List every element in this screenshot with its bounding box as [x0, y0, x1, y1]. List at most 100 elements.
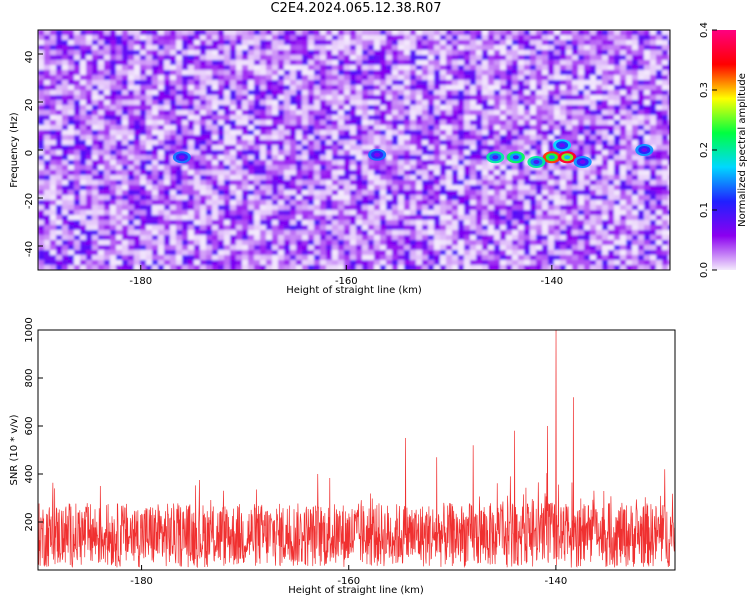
spectrogram-cell	[116, 265, 123, 270]
spectrogram-cell	[260, 225, 267, 231]
spectrogram-cell	[470, 100, 477, 106]
spectrogram-cell	[518, 115, 525, 121]
spectrogram-cell	[80, 105, 87, 111]
spectrogram-cell	[56, 95, 63, 101]
spectrogram-cell	[212, 155, 219, 161]
spectrogram-cell	[146, 250, 153, 256]
spectrogram-cell	[572, 230, 579, 236]
spectrogram-cell	[296, 200, 303, 206]
spectrogram-cell	[458, 85, 465, 91]
spectrogram-cell	[632, 90, 639, 96]
spectrogram-cell	[104, 240, 111, 246]
spectrogram-cell	[44, 40, 51, 46]
spectrogram-cell	[38, 200, 45, 206]
spectrogram-cell	[464, 195, 471, 201]
spectrogram-cell	[416, 40, 423, 46]
spectrogram-cell	[158, 230, 165, 236]
spectrogram-cell	[308, 80, 315, 86]
spectrogram-cell	[50, 185, 57, 191]
spectrogram-cell	[170, 80, 177, 86]
spectrogram-cell	[620, 125, 627, 131]
spectrogram-cell	[320, 175, 327, 181]
spectrogram-cell	[44, 160, 51, 166]
spectrogram-cell	[176, 125, 183, 131]
spectrogram-cell	[80, 195, 87, 201]
spectrogram-cell	[620, 190, 627, 196]
spectrogram-cell	[476, 175, 483, 181]
spectrogram-cell	[542, 145, 549, 151]
spectrogram-cell	[524, 215, 531, 221]
spectrogram-cell	[218, 180, 225, 186]
spectrogram-cell	[488, 230, 495, 236]
spectrogram-cell	[440, 120, 447, 126]
spectrogram-cell	[500, 135, 507, 141]
spectrogram-cell	[176, 145, 183, 151]
spectrogram-cell	[512, 210, 519, 216]
spectrogram-cell	[176, 50, 183, 56]
spectrogram-cell	[488, 125, 495, 131]
spectrogram-cell	[506, 80, 513, 86]
spectrogram-cell	[506, 60, 513, 66]
spectrogram-cell	[356, 30, 363, 36]
spectrogram-cell	[572, 130, 579, 136]
spectrogram-cell	[404, 115, 411, 121]
spectrogram-cell	[488, 65, 495, 71]
spectrogram-cell	[602, 245, 609, 251]
spectrogram-cell	[656, 255, 663, 261]
spectrogram-cell	[134, 75, 141, 81]
spectrogram-cell	[200, 100, 207, 106]
spectrogram-cell	[242, 205, 249, 211]
spectrogram-cell	[536, 260, 543, 266]
spectrogram-cell	[476, 75, 483, 81]
spectrogram-cell	[296, 130, 303, 136]
spectrogram-cell	[542, 90, 549, 96]
spectrogram-cell	[596, 240, 603, 246]
spectrogram-cell	[80, 90, 87, 96]
spectrogram-cell	[266, 135, 273, 141]
spectrogram-cell	[374, 180, 381, 186]
spectrogram-cell	[560, 175, 567, 181]
spectrogram-cell	[206, 185, 213, 191]
spectrogram-cell	[284, 90, 291, 96]
spectrogram-cell	[554, 115, 561, 121]
spectrogram-cell	[212, 100, 219, 106]
spectrogram-cell	[176, 65, 183, 71]
spectrogram-cell	[578, 135, 585, 141]
spectrogram-cell	[386, 235, 393, 241]
spectrogram-cell	[278, 40, 285, 46]
spectrogram-cell	[308, 170, 315, 176]
spectrogram-cell	[248, 210, 255, 216]
spectrogram-cell	[620, 110, 627, 116]
spectrogram-cell	[476, 110, 483, 116]
spectrogram-cell	[188, 120, 195, 126]
spectrogram-cell	[440, 200, 447, 206]
spectrogram-cell	[638, 55, 645, 61]
spectrogram-cell	[380, 260, 387, 266]
spectrogram-cell	[398, 130, 405, 136]
spectrogram-cell	[590, 185, 597, 191]
spectrogram-cell	[218, 75, 225, 81]
spectrogram-cell	[482, 60, 489, 66]
spectrogram-cell	[416, 205, 423, 211]
spectrogram-cell	[602, 140, 609, 146]
spectrogram-cell	[530, 95, 537, 101]
spectrogram-cell	[392, 130, 399, 136]
spectrogram-cell	[254, 40, 261, 46]
spectrogram-cell	[422, 255, 429, 261]
spectrogram-cell	[404, 215, 411, 221]
spectrogram-cell	[620, 210, 627, 216]
spectrogram-cell	[272, 90, 279, 96]
spectrogram-cell	[320, 55, 327, 61]
spectrogram-cell	[266, 65, 273, 71]
spectrogram-cell	[554, 210, 561, 216]
spectrogram-cell	[158, 95, 165, 101]
spectrogram-cell	[464, 180, 471, 186]
spectrogram-cell	[314, 30, 321, 36]
spectrogram-cell	[398, 140, 405, 146]
spectrogram-cell	[380, 75, 387, 81]
spectrogram-cell	[410, 65, 417, 71]
spectrogram-cell	[236, 70, 243, 76]
spectrogram-cell	[266, 115, 273, 121]
spectrogram-cell	[452, 115, 459, 121]
spectrogram-cell	[662, 60, 669, 66]
